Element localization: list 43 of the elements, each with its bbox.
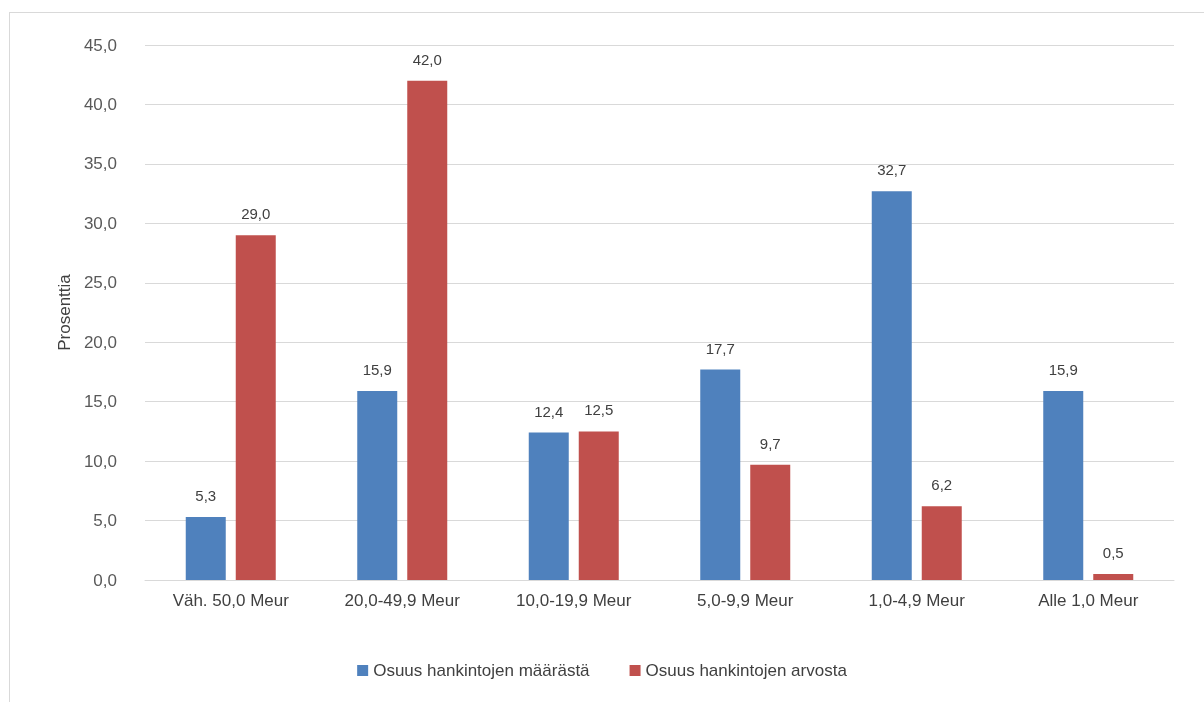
- y-tick-label: 10,0: [83, 451, 117, 471]
- data-label: 29,0: [241, 205, 271, 223]
- data-label: 0,5: [1102, 544, 1124, 562]
- data-label: 32,7: [877, 161, 907, 179]
- y-tick-label: 0,0: [93, 570, 117, 590]
- y-tick-label: 5,0: [93, 511, 117, 531]
- bar: [1093, 574, 1134, 580]
- y-tick-label: 25,0: [83, 273, 117, 293]
- bar: [871, 191, 912, 580]
- data-label: 12,4: [534, 402, 564, 420]
- data-label: 12,5: [584, 401, 614, 419]
- x-tick-label: 5,0-9,9 Meur: [697, 591, 794, 610]
- bar: [357, 390, 398, 580]
- bar: [528, 432, 569, 580]
- legend-label: Osuus hankintojen arvosta: [645, 661, 848, 680]
- y-tick-label: 15,0: [83, 392, 117, 412]
- data-label: 42,0: [412, 50, 442, 68]
- x-tick-label: 20,0-49,9 Meur: [344, 591, 461, 610]
- bar: [185, 516, 226, 580]
- x-tick-label: Alle 1,0 Meur: [1038, 591, 1139, 610]
- bar: [921, 506, 962, 580]
- data-label: 9,7: [759, 434, 781, 452]
- data-label: 15,9: [362, 360, 392, 378]
- x-tick-label: Väh. 50,0 Meur: [172, 591, 290, 610]
- y-tick-label: 30,0: [83, 213, 117, 233]
- y-tick-label: 35,0: [83, 154, 117, 174]
- bar: [407, 80, 448, 580]
- bar: [1043, 390, 1084, 580]
- bar: [700, 369, 741, 580]
- y-tick-label: 40,0: [83, 94, 117, 114]
- bar: [235, 235, 276, 580]
- y-axis-title: Prosenttia: [55, 273, 74, 351]
- y-tick-label: 20,0: [83, 332, 117, 352]
- x-tick-label: 1,0-4,9 Meur: [868, 591, 966, 610]
- data-label: 6,2: [931, 476, 953, 494]
- legend-label: Osuus hankintojen määrästä: [373, 661, 591, 680]
- bar: [578, 431, 619, 580]
- data-label: 17,7: [705, 339, 735, 357]
- y-tick-label: 45,0: [83, 35, 117, 55]
- bar: [750, 464, 791, 580]
- x-tick-label: 10,0-19,9 Meur: [516, 591, 632, 610]
- data-label: 15,9: [1048, 360, 1078, 378]
- data-label: 5,3: [195, 486, 217, 504]
